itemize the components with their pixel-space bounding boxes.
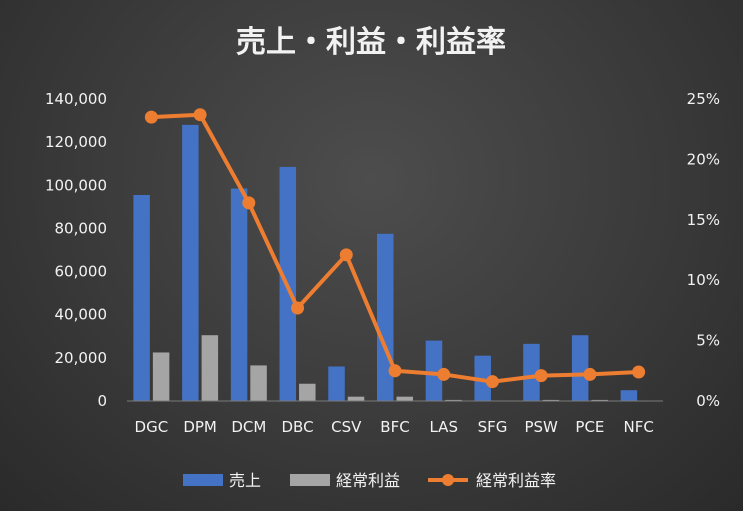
- category-label: DGC: [135, 418, 169, 436]
- right-axis: 0% 5% 10% 15% 20% 25%: [687, 90, 720, 410]
- category-label: PSW: [524, 418, 558, 436]
- category-label: DBC: [282, 418, 314, 436]
- bar-sales: [425, 340, 443, 401]
- category-label: CSV: [331, 418, 362, 436]
- bar-sales: [230, 188, 248, 401]
- right-tick-label: 0%: [696, 392, 720, 410]
- right-tick-label: 15%: [687, 211, 720, 229]
- profit-rate-line: [151, 112, 639, 384]
- profit-rate-point: [388, 364, 402, 378]
- bar-profit: [396, 396, 413, 401]
- profit-rate-point: [291, 301, 305, 315]
- category-label: DCM: [231, 418, 266, 436]
- legend-bar-swatch: [290, 474, 330, 486]
- left-tick-label: 20,000: [55, 349, 108, 367]
- legend-label: 売上: [229, 471, 261, 490]
- bar-series: [133, 124, 657, 402]
- legend: 売上 経常利益 経常利益率: [183, 471, 556, 490]
- bar-sales: [571, 335, 589, 401]
- category-label: BFC: [380, 418, 409, 436]
- bar-sales: [133, 194, 150, 401]
- bar-sales: [328, 366, 345, 401]
- right-tick-label: 20%: [687, 150, 720, 168]
- chart-title: 売上・利益・利益率: [236, 25, 506, 60]
- right-tick-label: 5%: [696, 332, 720, 350]
- right-tick-label: 25%: [687, 90, 720, 108]
- profit-rate-point: [583, 367, 597, 381]
- legend-label: 経常利益: [336, 471, 400, 490]
- category-label: NFC: [623, 418, 653, 436]
- profit-rate-point: [485, 375, 499, 389]
- profit-rate-point: [632, 365, 646, 379]
- left-tick-label: 0: [97, 392, 107, 410]
- profit-rate-point: [242, 196, 256, 210]
- line-series: [144, 108, 646, 389]
- bar-profit: [152, 352, 170, 401]
- profit-rate-point: [144, 110, 158, 124]
- legend-label: 経常利益率: [476, 471, 556, 490]
- bar-sales: [523, 343, 540, 401]
- legend-point-swatch: [442, 474, 454, 486]
- left-tick-label: 120,000: [45, 133, 107, 151]
- profit-rate-point: [437, 367, 451, 381]
- bar-profit: [542, 399, 560, 401]
- left-axis: 0 20,000 40,000 60,000 80,000 100,000 120,000 1…: [45, 90, 107, 410]
- bar-profit: [445, 399, 462, 401]
- profit-rate-point: [339, 248, 353, 262]
- profit-rate-point: [534, 369, 548, 383]
- left-tick-label: 80,000: [55, 219, 108, 237]
- bar-sales: [620, 390, 638, 401]
- category-label: SFG: [478, 418, 508, 436]
- category-label: LAS: [429, 418, 457, 436]
- bar-profit: [250, 365, 267, 401]
- left-tick-label: 140,000: [45, 90, 107, 108]
- left-tick-label: 100,000: [45, 176, 107, 194]
- bar-profit: [591, 399, 608, 401]
- left-tick-label: 60,000: [55, 263, 108, 281]
- category-label: PCE: [575, 418, 604, 436]
- profit-rate-point: [193, 108, 207, 122]
- bar-profit: [299, 383, 316, 401]
- bar-profit: [347, 396, 365, 401]
- bar-profit: [201, 335, 219, 401]
- category-axis: DGC DPM DCM DBC CSV BFC LAS SFG PSW PCE NFC: [127, 400, 663, 436]
- legend-bar-swatch: [183, 474, 223, 486]
- left-tick-label: 40,000: [55, 306, 108, 324]
- right-tick-label: 10%: [687, 271, 720, 289]
- bar-sales: [182, 124, 199, 401]
- category-label: DPM: [183, 418, 217, 436]
